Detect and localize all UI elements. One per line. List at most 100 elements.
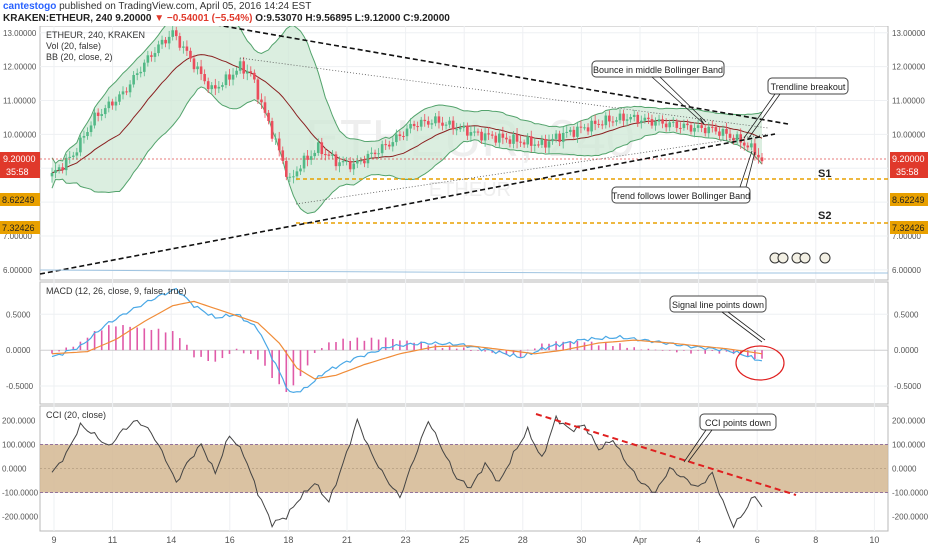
candle <box>64 157 68 171</box>
macd-tick-right: 0.0000 <box>894 346 919 355</box>
candle <box>430 123 434 125</box>
candle <box>377 153 380 155</box>
candle <box>61 167 64 171</box>
annotation-cci[interactable]: CCI points down <box>683 413 777 463</box>
macd-histogram-bar <box>512 350 515 354</box>
candle <box>111 101 114 106</box>
cci-downtrend-line[interactable] <box>535 413 797 496</box>
close-value: C:9.20000 <box>403 13 450 24</box>
macd-histogram-bar <box>186 344 188 351</box>
macd-histogram-bar <box>335 342 337 351</box>
candle <box>288 176 292 178</box>
author-name[interactable]: cantestogo <box>3 1 57 12</box>
macd-histogram-bar <box>122 325 124 351</box>
macd-histogram-bar <box>100 330 103 351</box>
macd-histogram-bar <box>463 347 465 351</box>
signal-highlight-circle <box>735 345 785 381</box>
time-tick: 23 <box>401 535 411 545</box>
last-price: 9.20000 <box>115 13 152 24</box>
candle <box>370 152 373 154</box>
macd-histogram-bar <box>420 341 422 351</box>
candle <box>348 160 352 170</box>
candle <box>618 113 622 121</box>
candle <box>324 154 327 156</box>
candle <box>309 156 313 160</box>
price-tick-left: 13.00000 <box>3 29 37 38</box>
price-tick-left: 7.00000 <box>3 232 32 241</box>
candle <box>647 117 650 120</box>
candle <box>721 129 725 136</box>
time-tick: 18 <box>283 535 293 545</box>
s2-label: S2 <box>818 210 831 222</box>
candle <box>82 136 86 138</box>
candle <box>274 138 277 140</box>
price-tick-right: 13.00000 <box>892 29 926 38</box>
candle <box>277 138 281 151</box>
macd-histogram-bar <box>597 345 600 351</box>
candle <box>434 116 437 124</box>
macd-histogram-bar <box>179 338 181 351</box>
macd-histogram-bar <box>590 341 593 351</box>
candle <box>285 160 288 177</box>
candle <box>96 112 100 116</box>
symbol-label: KRAKEN:ETHEUR, 240 <box>3 13 113 24</box>
annotation-bounce-text: Bounce in middle Bollinger Band <box>593 65 723 75</box>
s1-tag-left-text: 8.62249 <box>2 195 35 205</box>
macd-histogram-bar <box>150 329 153 351</box>
candle <box>466 125 469 136</box>
chart-canvas[interactable]: ETHEUR, 240 ETHEUR S1 S2 Bounce in middl… <box>0 26 932 550</box>
annotation-breakout-text: Trendline breakout <box>771 82 846 92</box>
s1-tag-right-text: 8.62249 <box>892 195 925 205</box>
s1-label: S1 <box>818 168 831 180</box>
candle <box>313 152 316 157</box>
candle <box>615 120 618 122</box>
candle <box>700 125 703 128</box>
event-markers[interactable] <box>769 252 831 264</box>
annotation-signal[interactable]: Signal line points down <box>669 295 767 343</box>
macd-histogram-bar <box>164 332 167 351</box>
annotation-bounce[interactable]: Bounce in middle Bollinger Band <box>591 60 725 125</box>
macd-histogram-bar <box>321 348 323 351</box>
cci-tick-left: -200.0000 <box>2 513 39 522</box>
macd-histogram-bar <box>384 337 387 351</box>
candle <box>476 131 480 133</box>
candle <box>79 137 82 153</box>
time-tick: 16 <box>225 535 235 545</box>
macd-histogram-bar <box>484 350 486 352</box>
macd-histogram-bar <box>86 337 89 351</box>
macd-histogram-bar <box>676 350 678 353</box>
candle <box>561 132 565 142</box>
candle <box>178 36 182 48</box>
candle <box>569 129 572 132</box>
candle <box>515 134 519 142</box>
annotation-cci-text: CCI points down <box>705 418 771 428</box>
candle <box>537 144 540 146</box>
lower-trendline[interactable] <box>39 133 776 275</box>
open-value: O:9.53070 <box>255 13 303 24</box>
candle <box>742 142 746 146</box>
candle <box>214 85 217 89</box>
bb-lower <box>51 86 763 215</box>
time-tick: 14 <box>166 535 176 545</box>
macd-histogram-bar <box>370 337 373 351</box>
candle <box>583 127 586 129</box>
candle <box>256 79 260 100</box>
upper-trendline[interactable] <box>200 26 789 125</box>
macd-histogram-bar <box>555 341 557 351</box>
signal-line <box>51 300 763 380</box>
price-tick-right: 6.00000 <box>892 266 921 275</box>
macd-histogram-bar <box>228 350 231 354</box>
macd-histogram-bar <box>264 350 266 366</box>
candle <box>490 134 494 136</box>
candle <box>728 133 732 138</box>
candle <box>682 123 686 129</box>
macd-histogram-bar <box>704 350 706 354</box>
annotation-breakout[interactable]: Trendline breakout <box>743 77 849 140</box>
macd-histogram-bar <box>313 350 316 354</box>
candle <box>132 74 135 85</box>
candle <box>505 137 508 140</box>
annotation-trend[interactable]: Trend follows lower Bollinger Band <box>611 150 756 204</box>
macd-histogram-bar <box>250 350 252 354</box>
candle <box>732 137 735 141</box>
candle <box>664 123 668 128</box>
